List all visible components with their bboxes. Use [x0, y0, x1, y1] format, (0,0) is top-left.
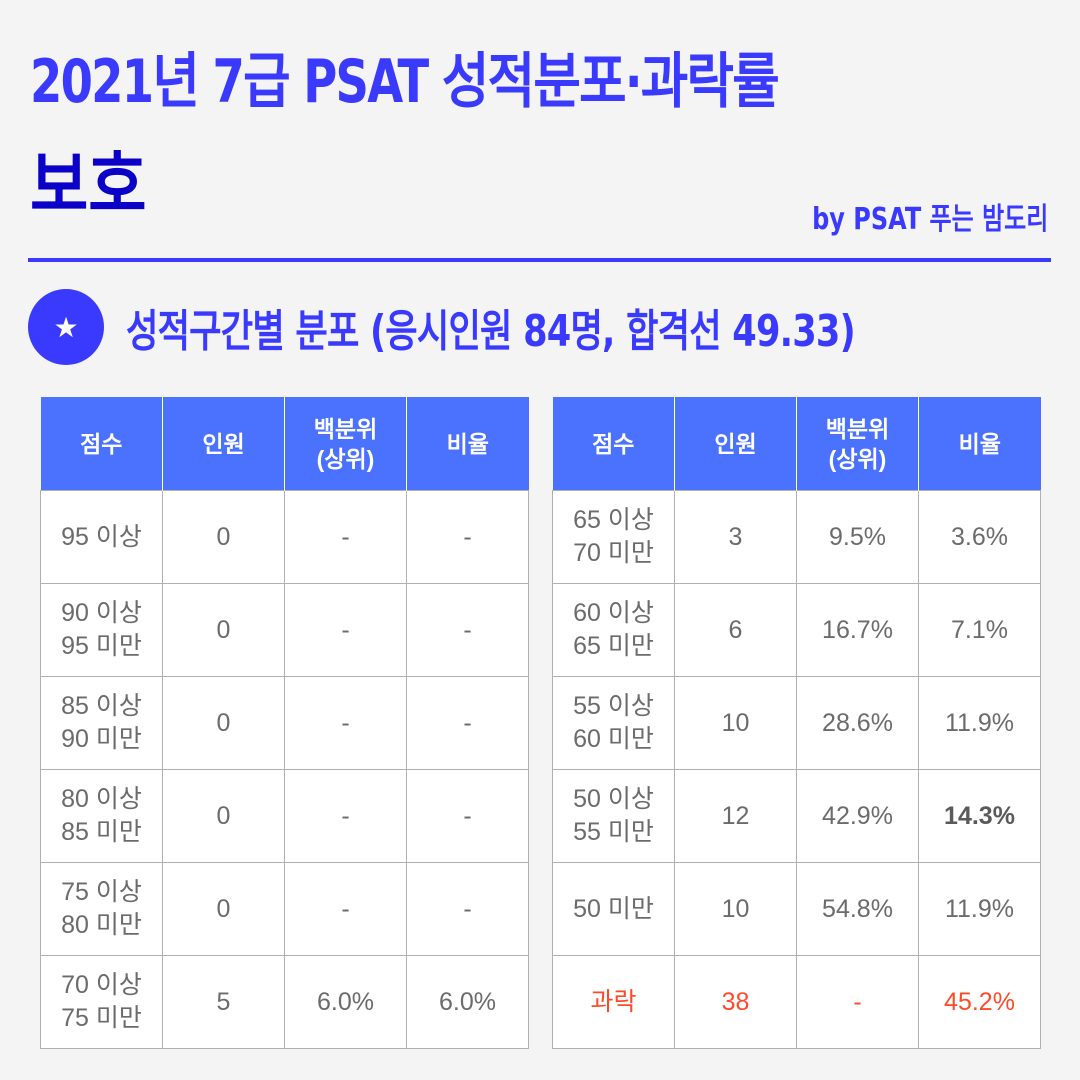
score-table-left: 점수 인원 백분위 (상위) 비율 95 이상 0 - - 90 이상 95 미…	[40, 397, 529, 1049]
cell-score: 65 이상 70 미만	[552, 490, 675, 584]
cell-percentile: -	[284, 583, 407, 677]
header-percentile: 백분위 (상위)	[796, 397, 919, 491]
table-row-fail: 과락 38 - 45.2%	[552, 955, 1041, 1049]
score-table-right: 점수 인원 백분위 (상위) 비율 65 이상 70 미만 3 9.5% 3.6…	[552, 397, 1041, 1049]
section-title: 성적구간별 분포 (응시인원 84명, 합격선 49.33)	[126, 306, 856, 357]
cell-score: 85 이상 90 미만	[40, 676, 163, 770]
cell-count: 5	[162, 955, 285, 1049]
header-count: 인원	[674, 397, 797, 491]
cell-score: 80 이상 85 미만	[40, 769, 163, 863]
cell-score: 과락	[552, 955, 675, 1049]
page-subtitle: 보호	[30, 143, 147, 227]
cell-ratio: 11.9%	[918, 862, 1041, 956]
cell-percentile: 9.5%	[796, 490, 919, 584]
section-header: ★ 성적구간별 분포 (응시인원 84명, 합격선 49.33)	[28, 289, 1037, 365]
cell-ratio: 7.1%	[918, 583, 1041, 677]
cell-ratio: -	[406, 862, 529, 956]
cell-percentile: 6.0%	[284, 955, 407, 1049]
cell-count: 0	[162, 583, 285, 677]
cell-score: 90 이상 95 미만	[40, 583, 163, 677]
cell-percentile: 16.7%	[796, 583, 919, 677]
cell-score: 75 이상 80 미만	[40, 862, 163, 956]
table-row: 70 이상 75 미만 5 6.0% 6.0%	[40, 955, 529, 1049]
cell-count: 0	[162, 769, 285, 863]
star-icon: ★	[28, 289, 104, 365]
header-ratio: 비율	[918, 397, 1041, 491]
cell-count: 10	[674, 676, 797, 770]
cell-ratio: -	[406, 490, 529, 584]
table-row: 75 이상 80 미만 0 - -	[40, 862, 529, 956]
page-title: 2021년 7급 PSAT 성적분포·과락률	[30, 47, 780, 117]
cell-score: 70 이상 75 미만	[40, 955, 163, 1049]
cell-count: 0	[162, 862, 285, 956]
header-score: 점수	[552, 397, 675, 491]
header-score: 점수	[40, 397, 163, 491]
table-header-row: 점수 인원 백분위 (상위) 비율	[552, 397, 1041, 491]
cell-percentile: 28.6%	[796, 676, 919, 770]
table-row: 50 미만 10 54.8% 11.9%	[552, 862, 1041, 956]
table-header-row: 점수 인원 백분위 (상위) 비율	[40, 397, 529, 491]
header-divider	[28, 258, 1051, 262]
cell-percentile: 54.8%	[796, 862, 919, 956]
table-row: 60 이상 65 미만 6 16.7% 7.1%	[552, 583, 1041, 677]
cell-count: 3	[674, 490, 797, 584]
cell-percentile: -	[284, 862, 407, 956]
cell-count: 0	[162, 490, 285, 584]
cell-ratio: 3.6%	[918, 490, 1041, 584]
cell-count: 12	[674, 769, 797, 863]
cell-ratio: 45.2%	[918, 955, 1041, 1049]
cell-count: 6	[674, 583, 797, 677]
header-ratio: 비율	[406, 397, 529, 491]
cell-ratio: -	[406, 583, 529, 677]
table-row: 55 이상 60 미만 10 28.6% 11.9%	[552, 676, 1041, 770]
cell-percentile: -	[284, 676, 407, 770]
table-row: 80 이상 85 미만 0 - -	[40, 769, 529, 863]
cell-percentile: -	[284, 490, 407, 584]
cell-ratio-highlight: 14.3%	[918, 769, 1041, 863]
header-count: 인원	[162, 397, 285, 491]
cell-count: 38	[674, 955, 797, 1049]
table-row: 85 이상 90 미만 0 - -	[40, 676, 529, 770]
cell-score: 55 이상 60 미만	[552, 676, 675, 770]
table-row: 65 이상 70 미만 3 9.5% 3.6%	[552, 490, 1041, 584]
table-row: 50 이상 55 미만 12 42.9% 14.3%	[552, 769, 1041, 863]
cell-score: 60 이상 65 미만	[552, 583, 675, 677]
header-percentile: 백분위 (상위)	[284, 397, 407, 491]
cell-ratio: -	[406, 676, 529, 770]
table-row: 95 이상 0 - -	[40, 490, 529, 584]
cell-ratio: 11.9%	[918, 676, 1041, 770]
cell-score: 50 이상 55 미만	[552, 769, 675, 863]
cell-score: 50 미만	[552, 862, 675, 956]
table-row: 90 이상 95 미만 0 - -	[40, 583, 529, 677]
cell-percentile: 42.9%	[796, 769, 919, 863]
author-byline: by PSAT 푸는 밤도리	[811, 202, 1048, 237]
cell-ratio: -	[406, 769, 529, 863]
cell-count: 0	[162, 676, 285, 770]
cell-percentile: -	[796, 955, 919, 1049]
cell-score: 95 이상	[40, 490, 163, 584]
cell-percentile: -	[284, 769, 407, 863]
cell-count: 10	[674, 862, 797, 956]
cell-ratio: 6.0%	[406, 955, 529, 1049]
